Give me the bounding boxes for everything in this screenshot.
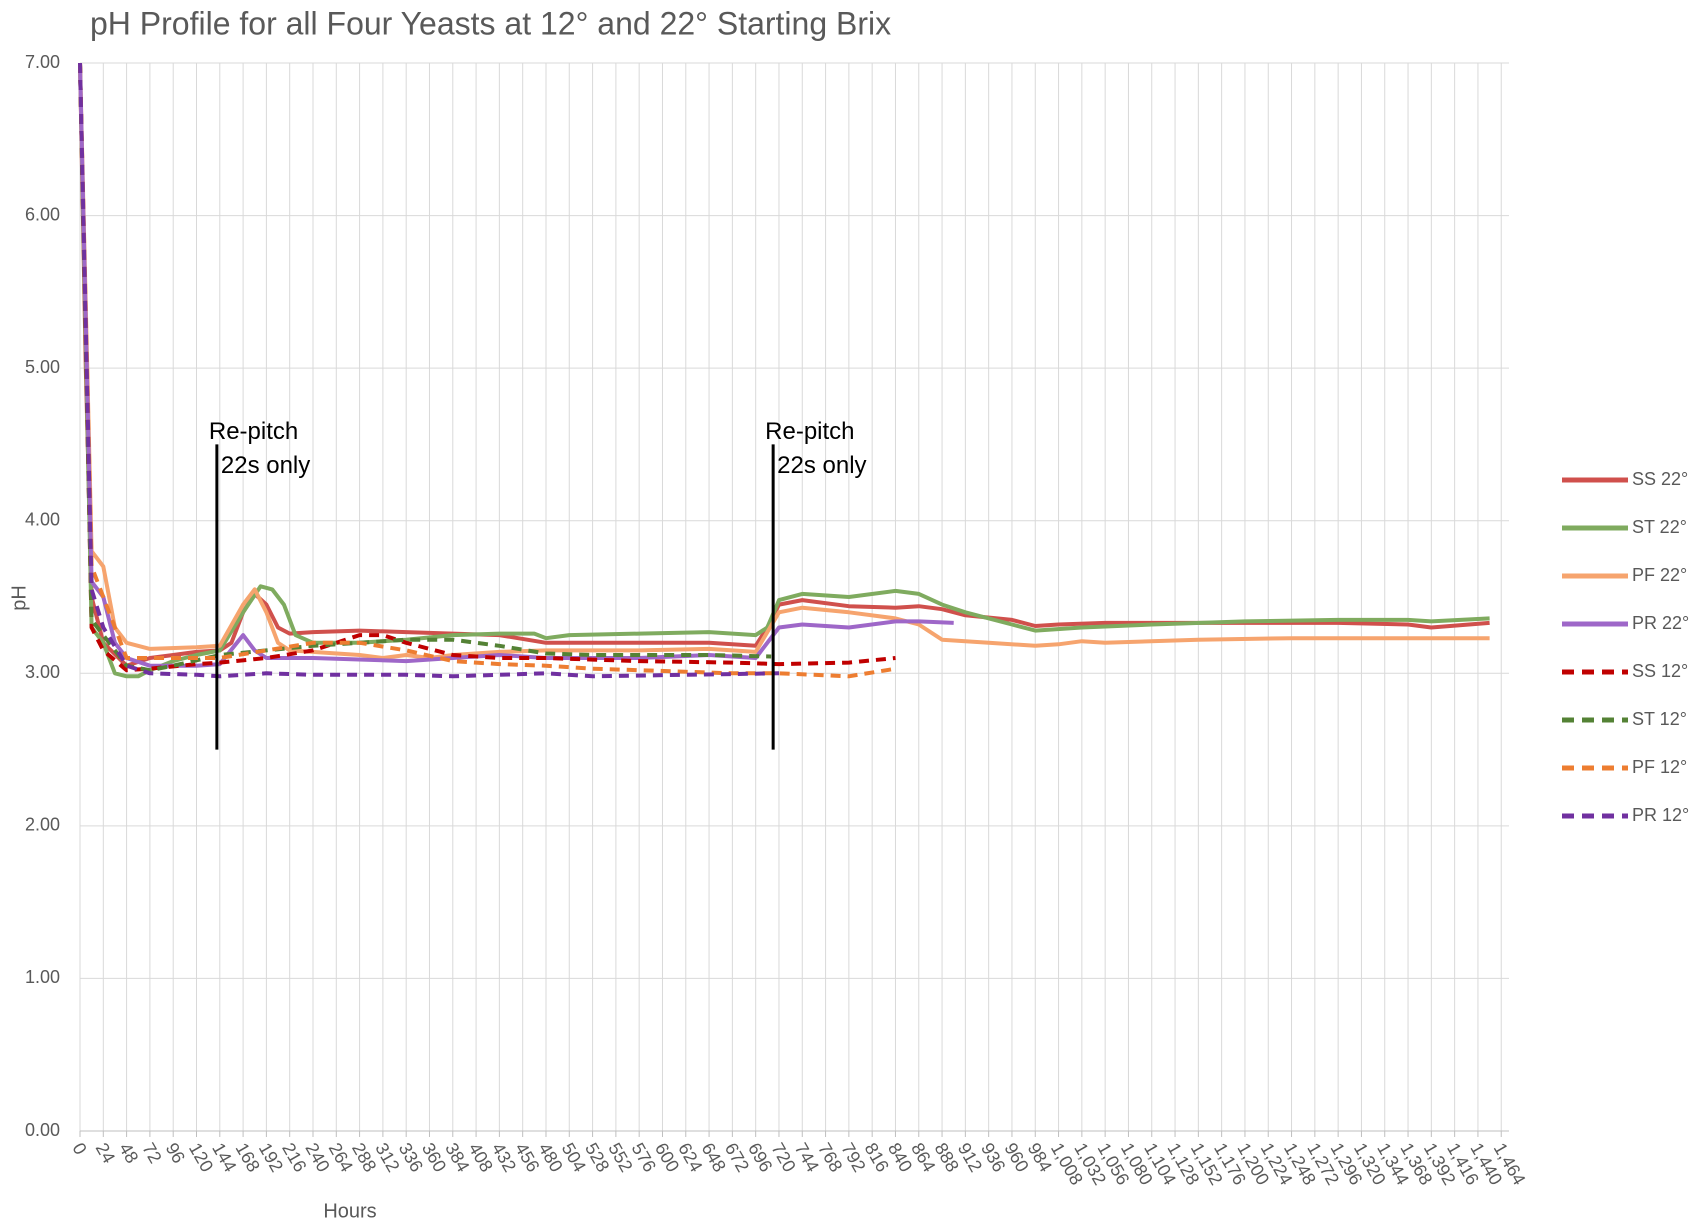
series-line: [78, 62, 1490, 660]
x-tick-label: 600: [651, 1139, 683, 1175]
y-tick-label: 0.00: [25, 1120, 60, 1140]
x-tick-label: 696: [744, 1139, 776, 1175]
x-tick-label: 984: [1024, 1139, 1056, 1175]
x-tick-label: 624: [674, 1139, 706, 1175]
x-tick-label: 408: [465, 1139, 497, 1175]
series-line: [78, 62, 896, 679]
legend-label: PR 22°: [1632, 613, 1689, 633]
x-tick-label: 504: [558, 1139, 590, 1175]
y-tick-label: 4.00: [25, 509, 60, 529]
x-tick-label: 336: [395, 1139, 427, 1175]
annotation-text: Re-pitch: [209, 418, 298, 445]
chart-title: pH Profile for all Four Yeasts at 12° an…: [90, 5, 891, 41]
x-tick-label: 72: [138, 1139, 165, 1166]
series-line: [78, 62, 1490, 679]
legend-label: SS 12°: [1632, 661, 1688, 681]
legend-label: PR 12°: [1632, 805, 1689, 825]
x-tick-label: 120: [185, 1139, 217, 1175]
x-tick-label: 888: [930, 1139, 962, 1175]
legend-label: PF 22°: [1632, 565, 1687, 585]
legend-label: ST 12°: [1632, 709, 1687, 729]
x-tick-label: 24: [92, 1139, 119, 1166]
series-line: [78, 62, 954, 668]
x-tick-label: 0: [68, 1139, 90, 1158]
x-axis-label: Hours: [323, 1200, 376, 1222]
x-tick-label: 168: [232, 1139, 264, 1175]
x-tick-label: 360: [418, 1139, 450, 1175]
y-axis-label: pH: [8, 585, 30, 611]
annotation-text: 22s only: [777, 452, 866, 479]
x-tick-label: 48: [115, 1139, 142, 1166]
x-tick-label: 240: [301, 1139, 333, 1175]
x-tick-label: 912: [954, 1139, 986, 1175]
x-tick-label: 720: [767, 1139, 799, 1175]
legend-label: PF 12°: [1632, 757, 1687, 777]
x-tick-label: 552: [604, 1139, 636, 1175]
x-tick-label: 792: [837, 1139, 869, 1175]
y-tick-label: 1.00: [25, 967, 60, 987]
series-line: [78, 62, 1490, 668]
x-tick-label: 480: [534, 1139, 566, 1175]
x-tick-label: 144: [208, 1139, 240, 1175]
x-tick-label: 288: [348, 1139, 380, 1175]
series-line: [78, 62, 896, 673]
x-tick-label: 840: [884, 1139, 916, 1175]
legend-label: ST 22°: [1632, 517, 1687, 537]
x-tick-label: 264: [325, 1139, 357, 1175]
x-tick-label: 864: [907, 1139, 939, 1175]
y-tick-label: 6.00: [25, 204, 60, 224]
y-tick-label: 3.00: [25, 662, 60, 682]
x-tick-label: 744: [791, 1139, 823, 1175]
series-line: [78, 62, 772, 673]
x-tick-label: 816: [861, 1139, 893, 1175]
series-line: [78, 62, 780, 679]
legend-label: SS 22°: [1632, 469, 1688, 489]
x-tick-label: 528: [581, 1139, 613, 1175]
x-tick-label: 96: [162, 1139, 189, 1166]
x-tick-label: 960: [1000, 1139, 1032, 1175]
x-tick-label: 216: [278, 1139, 310, 1175]
y-tick-label: 2.00: [25, 815, 60, 835]
x-tick-label: 192: [255, 1139, 287, 1175]
x-tick-label: 672: [721, 1139, 753, 1175]
x-tick-label: 936: [977, 1139, 1009, 1175]
x-tick-label: 312: [371, 1139, 403, 1175]
x-tick-label: 456: [511, 1139, 543, 1175]
x-tick-label: 432: [488, 1139, 520, 1175]
x-tick-label: 768: [814, 1139, 846, 1175]
annotation-text: Re-pitch: [765, 418, 854, 445]
x-tick-label: 576: [628, 1139, 660, 1175]
x-tick-label: 384: [441, 1139, 473, 1175]
y-tick-label: 7.00: [25, 52, 60, 72]
y-tick-label: 5.00: [25, 357, 60, 377]
annotation-text: 22s only: [221, 452, 310, 479]
x-tick-label: 648: [697, 1139, 729, 1175]
